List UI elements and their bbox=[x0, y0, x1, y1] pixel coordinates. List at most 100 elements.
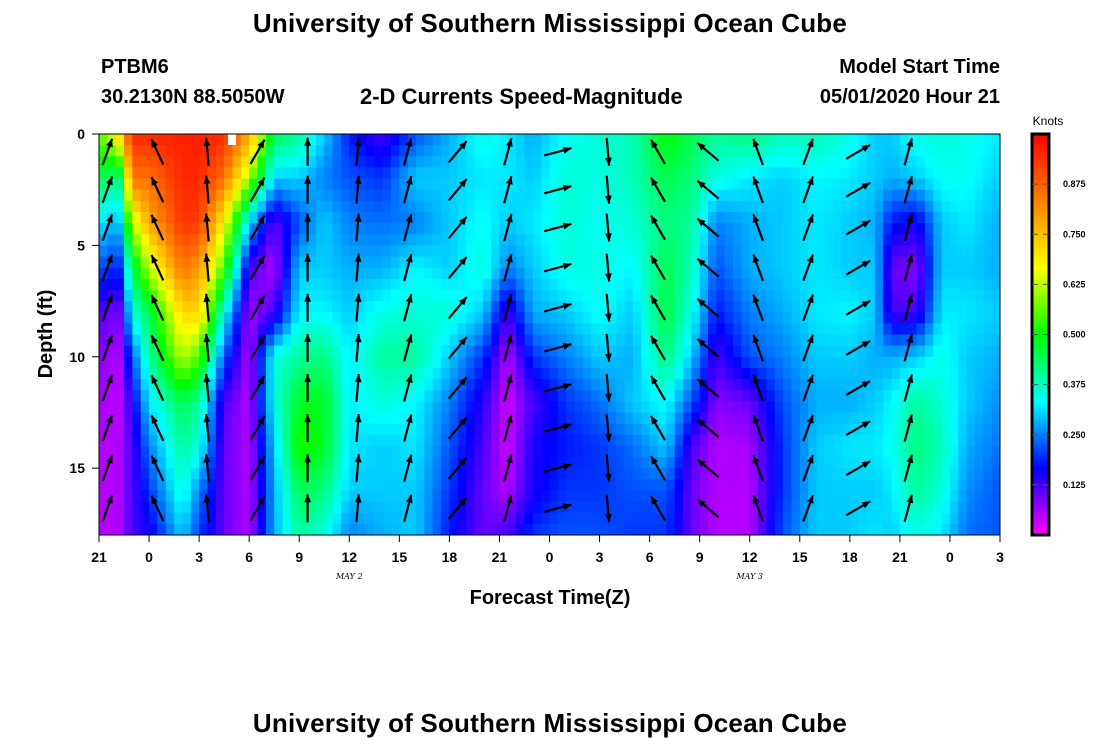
speed-cell bbox=[808, 356, 818, 369]
speed-cell bbox=[616, 323, 626, 336]
speed-cell bbox=[958, 234, 968, 246]
speed-cell bbox=[324, 200, 334, 213]
speed-cell bbox=[891, 423, 901, 436]
y-tick-label: 15 bbox=[69, 460, 85, 476]
speed-cell bbox=[274, 490, 284, 503]
speed-cell bbox=[157, 301, 167, 313]
speed-cell bbox=[324, 134, 334, 146]
speed-cell bbox=[107, 479, 117, 492]
speed-cell bbox=[416, 200, 425, 213]
speed-cell bbox=[783, 278, 793, 291]
speed-cell bbox=[983, 390, 993, 402]
speed-cell bbox=[491, 156, 501, 169]
speed-cell bbox=[833, 167, 843, 180]
speed-cell bbox=[282, 379, 292, 391]
speed-cell bbox=[441, 234, 450, 246]
current-vector-head bbox=[604, 473, 612, 483]
speed-cell bbox=[99, 468, 108, 480]
speed-cell bbox=[741, 523, 751, 535]
speed-cell bbox=[190, 468, 200, 480]
speed-cell bbox=[733, 479, 742, 492]
speed-cell bbox=[566, 512, 576, 525]
speed-cell bbox=[724, 479, 734, 492]
speed-cell bbox=[741, 145, 751, 157]
speed-cell bbox=[299, 479, 309, 492]
speed-cell bbox=[716, 323, 726, 336]
current-vector-head bbox=[861, 300, 871, 308]
speed-cell bbox=[682, 445, 692, 458]
speed-cell bbox=[215, 345, 225, 358]
speed-cell bbox=[758, 200, 767, 213]
speed-cell bbox=[632, 434, 642, 447]
speed-cell bbox=[899, 356, 909, 369]
speed-cell bbox=[616, 367, 626, 380]
x-tick-label: 18 bbox=[442, 549, 458, 565]
speed-cell bbox=[432, 445, 442, 458]
speed-cell bbox=[157, 245, 167, 258]
speed-cell bbox=[324, 334, 334, 347]
speed-cell bbox=[315, 289, 325, 302]
speed-cell bbox=[215, 200, 225, 213]
speed-cell bbox=[474, 156, 484, 169]
speed-cell bbox=[866, 445, 876, 458]
speed-cell bbox=[716, 156, 726, 169]
speed-cell bbox=[466, 278, 476, 291]
speed-cell bbox=[115, 523, 125, 535]
colorbar-label: Knots bbox=[1033, 114, 1064, 128]
speed-cell bbox=[991, 356, 1000, 369]
speed-cell bbox=[632, 145, 642, 157]
current-vector-head bbox=[203, 175, 211, 184]
current-vector bbox=[203, 175, 211, 204]
speed-cell bbox=[441, 145, 450, 157]
current-vector-head bbox=[806, 414, 814, 424]
speed-cell bbox=[357, 401, 367, 414]
speed-cell bbox=[933, 234, 943, 246]
speed-cell bbox=[541, 145, 551, 157]
speed-cell bbox=[240, 211, 250, 224]
speed-cell bbox=[733, 256, 742, 269]
speed-cell bbox=[791, 323, 801, 336]
speed-cell bbox=[616, 434, 626, 447]
speed-cell bbox=[124, 523, 133, 535]
speed-cell bbox=[791, 178, 801, 191]
speed-cell bbox=[974, 390, 984, 402]
speed-cell bbox=[649, 468, 659, 480]
speed-cell bbox=[357, 334, 367, 347]
speed-cell bbox=[432, 323, 442, 336]
speed-cell bbox=[874, 390, 884, 402]
speed-cell bbox=[708, 401, 717, 414]
speed-cell bbox=[724, 367, 734, 380]
current-vector-head bbox=[697, 142, 706, 151]
speed-cell bbox=[182, 200, 192, 213]
speed-cell bbox=[874, 423, 884, 436]
speed-cell bbox=[766, 145, 776, 157]
current-vector bbox=[802, 176, 814, 204]
speed-cell bbox=[891, 301, 901, 313]
current-vector-head bbox=[604, 353, 612, 362]
speed-cell bbox=[374, 189, 384, 202]
speed-cell bbox=[657, 356, 667, 369]
speed-cell bbox=[716, 468, 726, 480]
speed-cell bbox=[924, 345, 934, 358]
speed-cell bbox=[232, 145, 242, 157]
speed-cell bbox=[841, 390, 851, 402]
speed-cell bbox=[674, 167, 684, 180]
speed-cell bbox=[124, 501, 133, 514]
speed-cell bbox=[883, 189, 893, 202]
speed-cell bbox=[340, 356, 350, 369]
speed-cell bbox=[199, 278, 209, 291]
speed-cell bbox=[174, 323, 184, 336]
speed-cell bbox=[908, 134, 918, 146]
speed-cell bbox=[199, 523, 209, 535]
speed-cell bbox=[532, 412, 542, 425]
speed-cell bbox=[132, 289, 142, 302]
current-vector bbox=[903, 293, 914, 322]
speed-cell bbox=[115, 178, 125, 191]
speed-cell bbox=[474, 434, 484, 447]
speed-cell bbox=[324, 345, 334, 358]
speed-cell bbox=[232, 412, 242, 425]
current-vector-head bbox=[203, 494, 211, 503]
speed-cell bbox=[224, 178, 234, 191]
speed-cell bbox=[457, 468, 467, 480]
